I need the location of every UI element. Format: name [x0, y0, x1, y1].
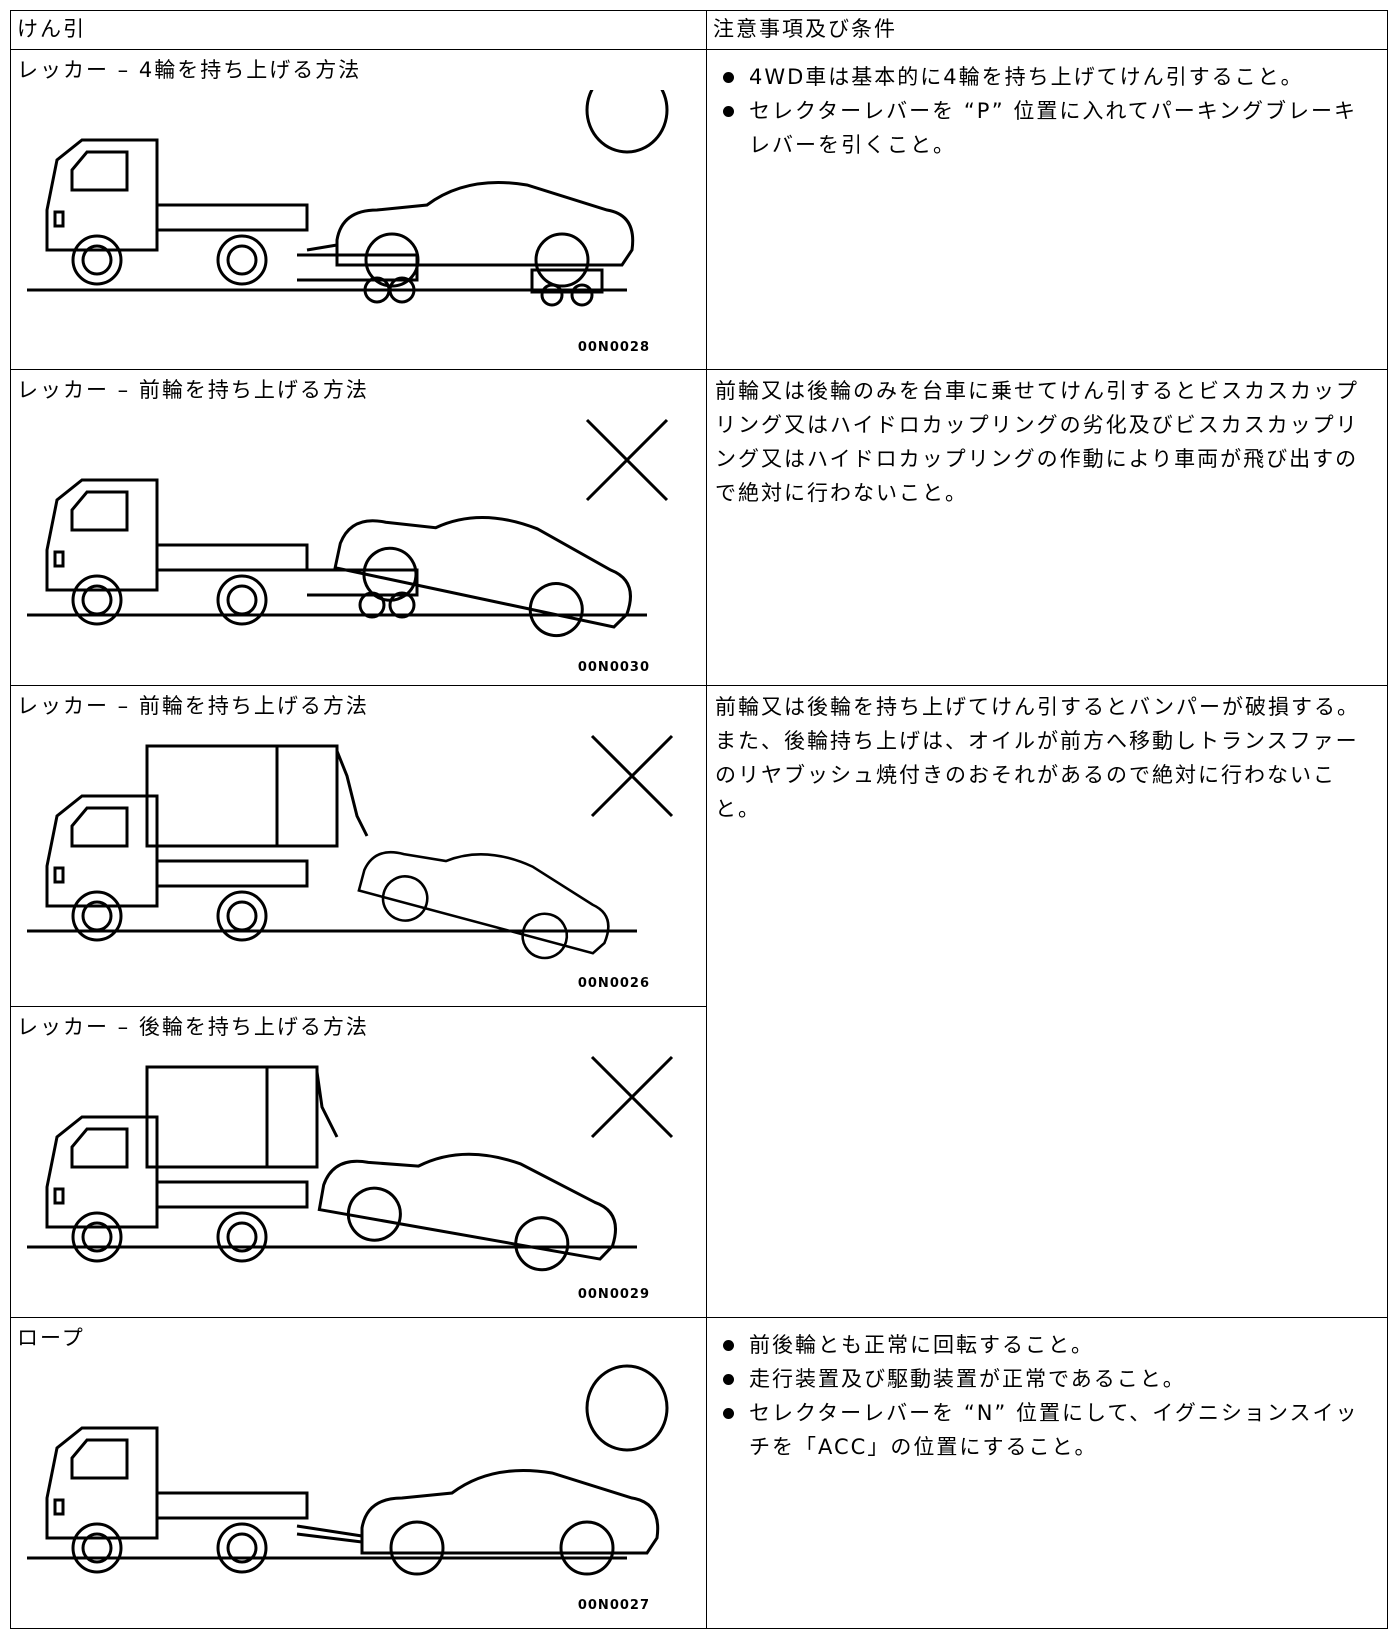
method-cell: ロープ 00N0027	[11, 1318, 706, 1613]
figure-code: 00N0026	[577, 976, 650, 991]
bullet-item: 走行装置及び駆動装置が正常であること。	[723, 1362, 1379, 1396]
figure-code: 00N0027	[577, 1598, 650, 1613]
figure-code: 00N0028	[577, 340, 650, 355]
illustration	[27, 734, 674, 975]
paragraph: また、後輪持ち上げは、オイルが前方へ移動しトランスファーのリヤブッシュ焼付きのお…	[715, 729, 1359, 821]
method-cell: レッカー – 4輪を持ち上げる方法 00N0028	[11, 50, 706, 355]
method-cell: レッカー – 前輪を持ち上げる方法 00N0026	[11, 686, 706, 991]
bullet-item: 前後輪とも正常に回転すること。	[723, 1328, 1379, 1362]
method-cell: レッカー – 前輪を持ち上げる方法 00N0030	[11, 370, 706, 675]
method: レッカー – 後輪を持ち上げる方法	[17, 1015, 369, 1039]
row: レッカー – 後輪を持ち上げる方法 00N0029	[10, 1006, 1388, 1318]
illustration	[27, 90, 669, 307]
notes-cell: 4WD車は基本的に4輪を持ち上げてけん引すること。 セレクターレバーを “P” 位…	[707, 50, 1387, 166]
method: レッカー – 4輪を持ち上げる方法	[17, 58, 362, 82]
row: レッカー – 4輪を持ち上げる方法 00N0028 4WD車は基本的に4輪を持ち…	[10, 49, 1388, 370]
notes-cell: 前輪又は後輪を持ち上げてけん引するとバンパーが破損する。また、後輪持ち上げは、オ…	[707, 686, 1387, 830]
row: レッカー – 前輪を持ち上げる方法 00N0026 前輪又は後輪を持ち上げてけん…	[10, 685, 1388, 1318]
paragraph: 前輪又は後輪を持ち上げてけん引するとバンパーが破損する。	[715, 695, 1361, 719]
bullet-item: セレクターレバーを “P” 位置に入れてパーキングブレーキレバーを引くこと。	[723, 94, 1379, 162]
notes-cell: 前輪又は後輪のみを台車に乗せてけん引するとビスカスカップリング又はハイドロカップ…	[707, 370, 1387, 514]
header-cell: けん引	[10, 10, 707, 50]
header-row: けん引 注意事項及び条件	[10, 10, 1388, 50]
figure-code: 00N0029	[577, 1287, 650, 1302]
paragraphs: 前輪又は後輪のみを台車に乗せてけん引するとビスカスカップリング又はハイドロカップ…	[715, 374, 1379, 510]
illustration	[27, 1364, 669, 1576]
illustration	[27, 418, 669, 652]
bullet-list: 前後輪とも正常に回転すること。 走行装置及び駆動装置が正常であること。 セレクターレ…	[715, 1328, 1379, 1464]
header-cell: 注意事項及び条件	[706, 10, 1388, 50]
method-cell: レッカー – 後輪を持ち上げる方法 00N0029	[11, 1007, 706, 1302]
paragraph: 前輪又は後輪のみを台車に乗せてけん引するとビスカスカップリング又はハイドロカップ…	[715, 379, 1359, 505]
paragraphs: 前輪又は後輪を持ち上げてけん引するとバンパーが破損する。また、後輪持ち上げは、オ…	[715, 690, 1379, 826]
method: ロープ	[17, 1326, 85, 1350]
figure-code: 00N0030	[577, 660, 650, 675]
towing-table: けん引 注意事項及び条件 レッカー – 4輪を持ち上げる方法 00N0028 4…	[10, 10, 1388, 1629]
method: レッカー – 前輪を持ち上げる方法	[17, 694, 369, 718]
row: ロープ 00N0027 前後輪とも正常に回転すること。 走行装置及び駆動装置が正常…	[10, 1317, 1388, 1629]
illustration	[27, 1055, 674, 1284]
notes-cell: 前後輪とも正常に回転すること。 走行装置及び駆動装置が正常であること。 セレクターレ…	[707, 1318, 1387, 1468]
bullet-list: 4WD車は基本的に4輪を持ち上げてけん引すること。 セレクターレバーを “P” 位…	[715, 60, 1379, 162]
method: レッカー – 前輪を持ち上げる方法	[17, 378, 369, 402]
bullet-item: 4WD車は基本的に4輪を持ち上げてけん引すること。	[723, 60, 1379, 94]
bullet-item: セレクターレバーを “N” 位置にして、イグニションスイッチを「ACC」の位置に…	[723, 1396, 1379, 1464]
row: レッカー – 前輪を持ち上げる方法 00N0030 前輪又は後輪のみを台車に乗せ…	[10, 369, 1388, 686]
